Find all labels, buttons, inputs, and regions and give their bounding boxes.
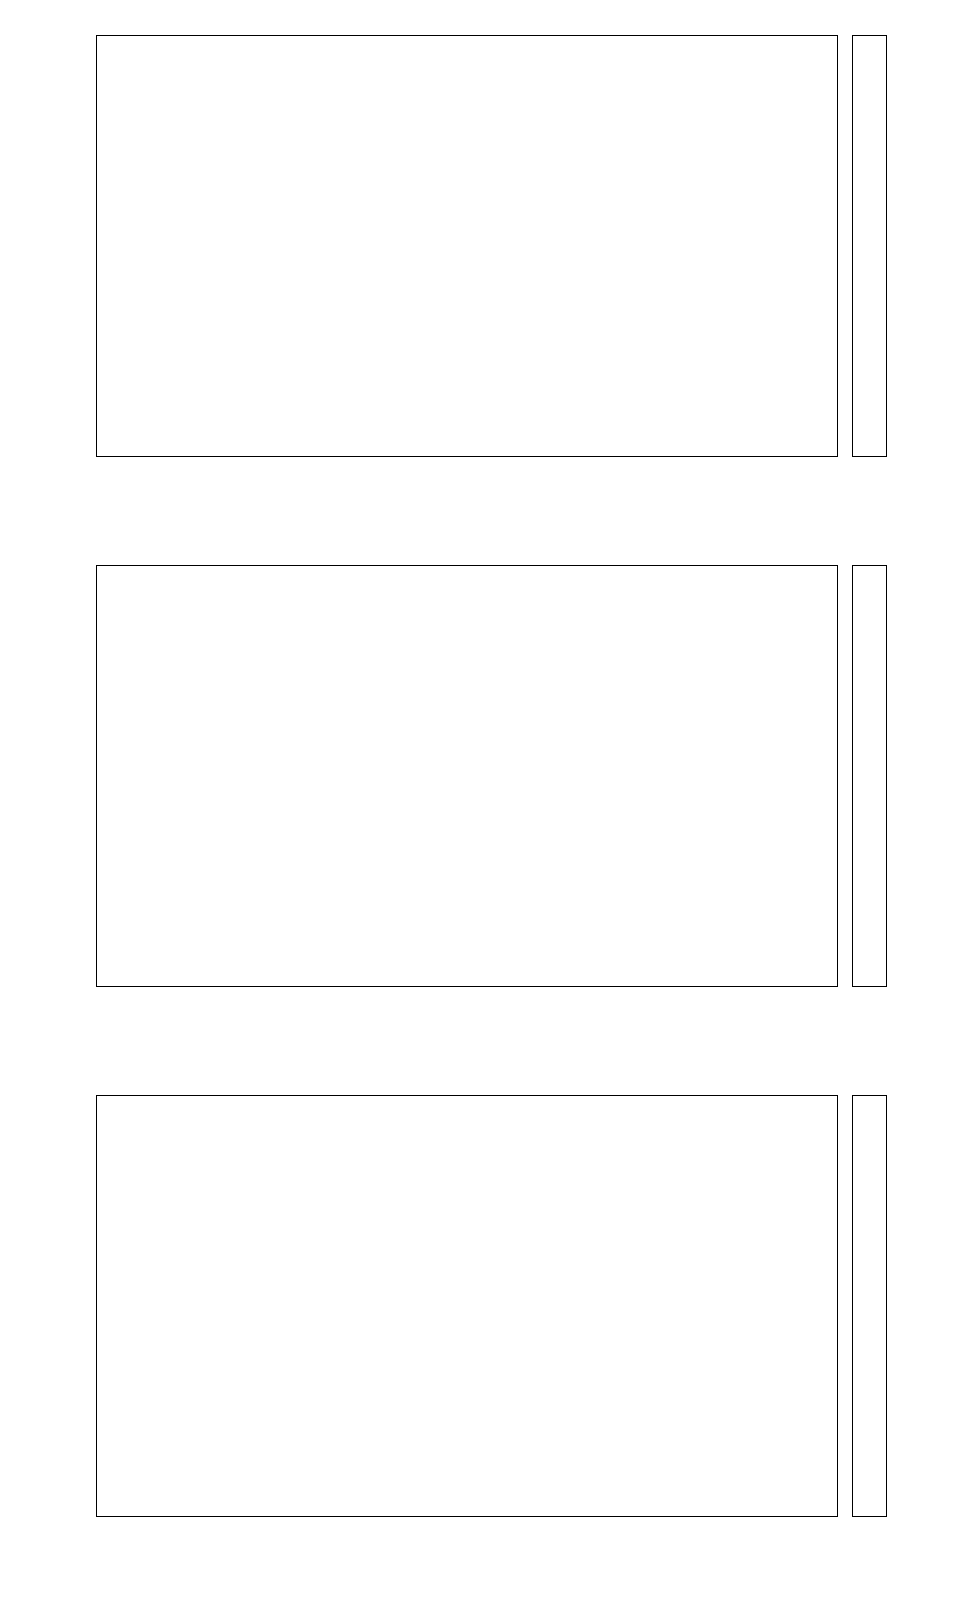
colorbar-canvas: [852, 35, 887, 457]
spectrogram-canvas: [97, 1096, 837, 1516]
colorbar-canvas: [852, 1095, 887, 1517]
plot-area: [96, 565, 838, 987]
plot-area: [96, 1095, 838, 1517]
colorbar-canvas: [852, 565, 887, 987]
spectrogram-panel-n: [0, 530, 962, 1063]
spectrogram-panel-e: [0, 0, 962, 533]
plot-area: [96, 35, 838, 457]
spectrogram-panel-z: [0, 1060, 962, 1593]
spectrogram-canvas: [97, 566, 837, 986]
spectrogram-canvas: [97, 36, 837, 456]
